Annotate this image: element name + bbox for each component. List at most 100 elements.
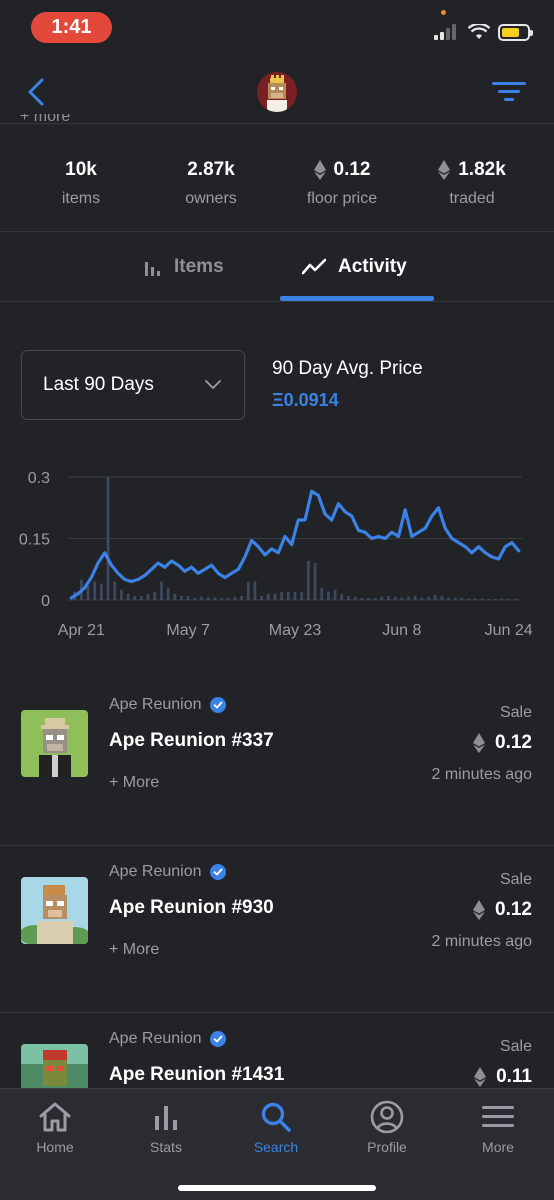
volume-bar — [313, 563, 317, 600]
volume-bar — [233, 596, 237, 600]
volume-bar — [206, 597, 210, 600]
volume-bar — [220, 597, 223, 600]
ethereum-icon — [313, 160, 326, 180]
stat-floor-price: 0.12 floor price — [277, 156, 407, 208]
y-tick-label: 0 — [41, 593, 50, 610]
activity-row[interactable]: Ape Reunion Ape Reunion #337 + More Sale 0.1… — [0, 680, 554, 846]
volume-bar — [493, 598, 497, 600]
volume-bar — [293, 591, 297, 600]
more-link[interactable]: + More — [109, 941, 160, 958]
volume-bar — [113, 581, 117, 600]
y-tick-label: 0.15 — [19, 532, 50, 549]
volume-bar — [140, 595, 143, 600]
event-time: 2 minutes ago — [431, 766, 532, 783]
volume-bar — [507, 598, 511, 600]
verified-badge-icon — [209, 697, 226, 713]
x-tick-label: Jun 8 — [382, 622, 421, 639]
more-link[interactable]: + More — [109, 774, 160, 791]
description-more-link[interactable]: + more — [20, 114, 71, 124]
price-value: 0.12 — [495, 732, 532, 753]
volume-bar — [153, 591, 157, 600]
verified-badge-icon — [209, 1031, 226, 1047]
activity-row[interactable]: Ape Reunion Ape Reunion #930 + More Sale 0.1… — [0, 847, 554, 1013]
bar-chart-icon — [145, 262, 160, 276]
volume-bar — [126, 593, 130, 600]
nav-label: Stats — [150, 1139, 182, 1155]
volume-bar — [487, 598, 491, 600]
collection-name[interactable]: Ape Reunion — [109, 696, 226, 714]
time-range-value: Last 90 Days — [43, 374, 154, 395]
stat-value: 0.12 — [333, 159, 371, 180]
nft-thumbnail[interactable] — [21, 877, 88, 944]
volume-bar — [453, 597, 457, 600]
volume-bar — [447, 597, 450, 600]
event-type: Sale — [499, 704, 532, 721]
chevron-left-icon[interactable] — [20, 74, 56, 110]
collection-name[interactable]: Ape Reunion — [109, 863, 226, 881]
tab-items[interactable]: Items — [144, 252, 224, 282]
volume-bar — [86, 585, 90, 600]
volume-bar — [460, 597, 464, 600]
volume-bar — [213, 597, 217, 600]
sale-price: 0.12 — [473, 899, 532, 921]
ethereum-icon — [473, 733, 486, 753]
bottom-nav: Home Stats Search Profile — [0, 1088, 554, 1200]
volume-bar — [326, 591, 330, 600]
volume-bar — [166, 587, 170, 600]
profile-icon — [370, 1100, 404, 1134]
divider — [0, 231, 554, 232]
tab-activity[interactable]: Activity — [302, 252, 407, 282]
collection-name[interactable]: Ape Reunion — [109, 1030, 226, 1048]
collection-avatar[interactable] — [257, 72, 297, 112]
nav-profile[interactable]: Profile — [332, 1099, 442, 1155]
filter-icon[interactable] — [492, 78, 526, 106]
home-icon — [39, 1102, 71, 1132]
volume-bar — [353, 596, 357, 600]
volume-bar — [186, 595, 190, 600]
status-icons — [434, 22, 533, 42]
stat-label: traded — [449, 190, 495, 207]
volume-bar — [373, 597, 377, 600]
collection-label: Ape Reunion — [109, 696, 202, 713]
event-type: Sale — [499, 871, 532, 888]
collection-stats: 10k items 2.87k owners 0.12 floor price … — [0, 156, 554, 216]
search-icon — [261, 1102, 291, 1132]
stat-traded: 1.82k traded — [407, 156, 537, 208]
time-range-select[interactable]: Last 90 Days — [21, 350, 245, 420]
volume-bar — [407, 596, 410, 600]
divider — [0, 301, 554, 302]
nft-thumbnail[interactable] — [21, 710, 88, 777]
volume-bar — [500, 598, 504, 600]
nav-search[interactable]: Search — [221, 1099, 331, 1155]
volume-bar — [320, 587, 324, 600]
stat-label: floor price — [306, 190, 378, 207]
x-tick-label: May 23 — [269, 622, 322, 639]
nft-name[interactable]: Ape Reunion #930 — [109, 897, 274, 918]
volume-bar — [99, 583, 103, 600]
volume-bar — [260, 595, 264, 600]
price-value: 0.12 — [495, 899, 532, 920]
nav-label: Search — [253, 1139, 299, 1155]
home-indicator — [178, 1185, 376, 1191]
nav-more[interactable]: More — [443, 1099, 553, 1155]
stat-items: 10k items — [16, 156, 146, 208]
avg-price-label: 90 Day Avg. Price — [272, 358, 423, 379]
nav-home[interactable]: Home — [0, 1099, 110, 1155]
volume-bar — [420, 597, 424, 600]
privacy-indicator — [441, 10, 446, 15]
nav-label: More — [482, 1139, 514, 1155]
x-tick-label: May 7 — [166, 622, 210, 639]
volume-bar — [440, 595, 444, 600]
volume-bar — [193, 597, 197, 600]
nft-name[interactable]: Ape Reunion #1431 — [109, 1064, 285, 1085]
cellular-signal-icon — [434, 24, 456, 40]
nav-stats[interactable]: Stats — [111, 1099, 221, 1155]
nft-image — [21, 710, 88, 777]
nft-name[interactable]: Ape Reunion #337 — [109, 730, 274, 751]
nft-image — [21, 877, 88, 944]
volume-bar — [300, 591, 304, 600]
price-chart: 0.3 0.15 0 Apr 21 May 7 May 23 Jun 8 Jun 24 — [19, 470, 533, 639]
chevron-down-icon — [205, 380, 221, 389]
volume-bar — [93, 581, 97, 600]
y-tick-label: 0.3 — [28, 470, 50, 487]
